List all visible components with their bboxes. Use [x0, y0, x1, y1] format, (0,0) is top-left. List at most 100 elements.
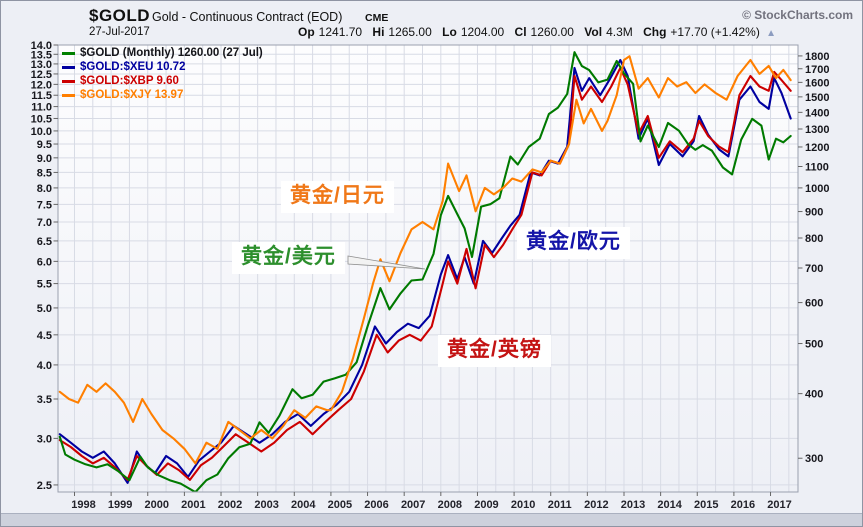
x-axis-year-tick: 2007	[401, 499, 425, 511]
axis-labels: 14.013.513.012.512.011.511.010.510.09.5 9…	[31, 40, 830, 511]
exchange-label: CME	[365, 12, 389, 24]
left-axis-tick: 10.5	[31, 113, 52, 125]
low-label: Lo	[442, 25, 457, 39]
left-axis-tick: 12.0	[31, 79, 52, 91]
x-axis-year-tick: 2000	[145, 499, 169, 511]
gold-jpy-label: 黄金/日元	[281, 181, 394, 214]
left-axis-tick: 9.0	[37, 153, 52, 165]
change-label: Chg	[643, 25, 667, 39]
right-axis-tick: 1700	[805, 64, 829, 76]
x-axis-year-tick: 2016	[731, 499, 755, 511]
left-axis-tick: 2.5	[37, 480, 52, 492]
left-axis-tick: 4.5	[37, 330, 52, 342]
right-axis-tick: 1500	[805, 92, 829, 104]
legend-gold-xjy-text: $GOLD:$XJY 13.97	[80, 89, 184, 101]
x-axis-year-tick: 2006	[364, 499, 388, 511]
right-axis-tick: 500	[805, 339, 823, 351]
left-axis-tick: 6.0	[37, 256, 52, 268]
left-axis-tick: 8.0	[37, 183, 52, 195]
bottom-scroll-strip	[1, 513, 862, 526]
left-axis-tick: 7.0	[37, 217, 52, 229]
legend-row-gold-xjy: $GOLD:$XJY 13.97	[62, 89, 183, 101]
right-axis-tick: 700	[805, 263, 823, 275]
right-axis-tick: 1600	[805, 77, 829, 89]
x-axis-year-tick: 2003	[254, 499, 278, 511]
gold-eur-label: 黄金/欧元	[517, 227, 630, 260]
x-axis-year-tick: 2014	[657, 499, 682, 511]
x-axis-year-tick: 2010	[511, 499, 535, 511]
right-axis-tick: 600	[805, 298, 823, 310]
gold-gbp-label: 黄金/英镑	[438, 335, 551, 368]
gold-usd-label: 黄金/美元	[232, 242, 345, 275]
left-axis-tick: 13.0	[31, 59, 52, 71]
x-axis-year-tick: 1998	[71, 499, 95, 511]
plot-frame	[57, 44, 799, 493]
left-axis-tick: 9.5	[37, 139, 52, 151]
x-axis-year-tick: 2017	[767, 499, 791, 511]
series-line-goldxjy	[58, 55, 792, 465]
left-axis-tick: 14.0	[31, 40, 52, 52]
open-value: 1241.70	[318, 25, 363, 39]
x-axis-year-tick: 2002	[218, 499, 242, 511]
left-axis-tick: 5.0	[37, 303, 52, 315]
legend-gold-xeu-text: $GOLD:$XEU 10.72	[80, 61, 186, 73]
high-label: Hi	[372, 25, 385, 39]
x-axis-year-tick: 2012	[584, 499, 608, 511]
close-value: 1260.00	[530, 25, 574, 39]
left-axis-tick: 11.5	[31, 90, 52, 102]
legend-row-gold-xeu: $GOLD:$XEU 10.72	[62, 61, 185, 73]
right-axis-tick: 800	[805, 233, 823, 245]
x-axis-year-tick: 2015	[694, 499, 718, 511]
series-line-goldxbp	[58, 66, 792, 481]
copyright-label: © StockCharts.com	[742, 8, 853, 22]
left-axis-tick: 3.5	[37, 394, 52, 406]
legend-row-gold: $GOLD (Monthly) 1260.00 (27 Jul)	[62, 47, 263, 59]
x-axis-year-tick: 2013	[621, 499, 645, 511]
open-label: Op	[298, 25, 315, 39]
right-axis-tick: 1000	[805, 183, 829, 195]
left-axis-tick: 7.5	[37, 199, 52, 211]
right-axis-tick: 1400	[805, 107, 829, 119]
left-axis-tick: 10.0	[31, 126, 52, 138]
right-axis-tick: 1800	[805, 51, 829, 63]
x-axis-year-tick: 2009	[474, 499, 498, 511]
gold-xbp-line-swatch	[62, 79, 75, 83]
chart-title: Gold - Continuous Contract (EOD)	[152, 10, 343, 24]
grid-lines	[58, 45, 798, 492]
series-line-gold	[58, 51, 792, 492]
gold-line-swatch	[62, 51, 75, 55]
x-axis-year-tick: 2001	[181, 499, 205, 511]
left-axis-tick: 13.5	[31, 49, 52, 61]
left-axis-tick: 8.5	[37, 167, 52, 179]
right-axis-tick: 300	[805, 453, 823, 465]
quote-row: Op 1241.70 Hi 1265.00 Lo 1204.00 Cl 1260.00 …	[298, 25, 776, 39]
chart-date: 27-Jul-2017	[89, 26, 150, 38]
legend-row-gold-xbp: $GOLD:$XBP 9.60	[62, 75, 179, 87]
annotation-pointer-arrow	[347, 255, 426, 270]
left-axis-tick: 4.0	[37, 360, 52, 372]
x-axis-year-tick: 2008	[438, 499, 462, 511]
left-axis-tick: 12.5	[31, 69, 52, 81]
close-label: Cl	[514, 25, 527, 39]
gold-xeu-line-swatch	[62, 65, 75, 69]
gold-xjy-line-swatch	[62, 93, 75, 97]
left-axis-tick: 5.5	[37, 279, 52, 291]
volume-label: Vol	[584, 25, 603, 39]
high-value: 1265.00	[388, 25, 432, 39]
change-up-arrow-icon: ▲	[766, 28, 777, 39]
x-axis-year-tick: 2004	[291, 499, 316, 511]
left-axis-tick: 6.5	[37, 236, 52, 248]
volume-value: 4.3M	[606, 25, 633, 39]
x-axis-year-tick: 2011	[548, 499, 572, 511]
legend-gold-xbp-text: $GOLD:$XBP 9.60	[80, 75, 179, 87]
change-value: +17.70 (+1.42%)	[670, 25, 760, 39]
right-axis-tick: 1300	[805, 124, 829, 136]
ticker-symbol: $GOLD	[89, 6, 151, 25]
left-axis-tick: 11.0	[31, 102, 52, 114]
right-axis-tick: 1200	[805, 142, 829, 154]
left-axis-tick: 3.0	[37, 433, 52, 445]
x-axis-year-tick: 2005	[328, 499, 352, 511]
price-series-group	[58, 51, 792, 492]
